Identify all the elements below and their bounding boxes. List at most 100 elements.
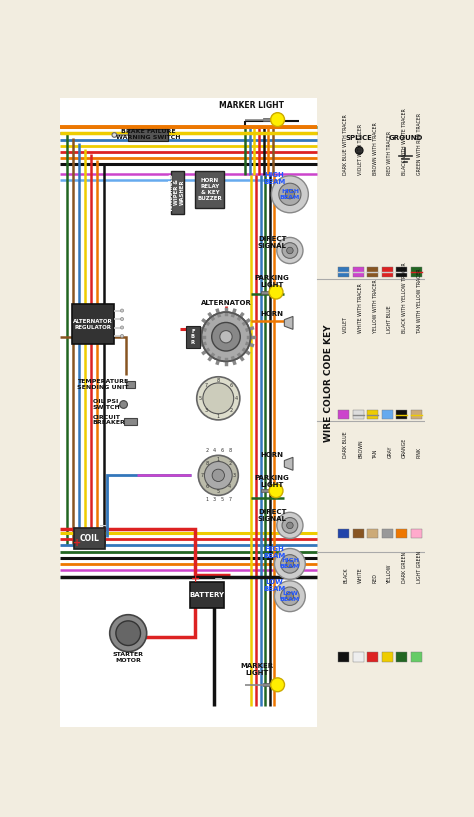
Bar xyxy=(411,267,422,277)
Text: TAN: TAN xyxy=(373,449,378,458)
Text: −: − xyxy=(214,574,223,583)
Bar xyxy=(396,529,408,538)
Text: PARKING
LIGHT: PARKING LIGHT xyxy=(255,275,290,288)
Bar xyxy=(353,653,364,662)
Text: PINK: PINK xyxy=(417,448,421,458)
Bar xyxy=(263,683,271,686)
Bar xyxy=(382,653,393,662)
Circle shape xyxy=(197,377,240,420)
Bar xyxy=(411,410,422,419)
Text: CIRCUIT
BREAKER: CIRCUIT BREAKER xyxy=(93,414,126,426)
Text: LIGHT BLUE: LIGHT BLUE xyxy=(387,306,392,333)
Text: 1: 1 xyxy=(205,498,208,502)
Circle shape xyxy=(285,190,294,199)
Text: 4: 4 xyxy=(235,396,237,401)
Text: 2: 2 xyxy=(228,462,231,467)
Bar xyxy=(186,326,200,347)
Circle shape xyxy=(277,238,303,264)
Bar xyxy=(396,410,408,419)
Text: WINDSHIELD
WIPER &
WASHER: WINDSHIELD WIPER & WASHER xyxy=(168,173,185,211)
Bar xyxy=(382,267,393,277)
Circle shape xyxy=(282,243,298,258)
Text: RED WITH TRACER: RED WITH TRACER xyxy=(387,131,392,175)
Text: +: + xyxy=(73,538,82,548)
Text: 5: 5 xyxy=(217,489,220,494)
Text: 3: 3 xyxy=(204,408,207,413)
Text: HORN
RELAY
& KEY
BUZZER: HORN RELAY & KEY BUZZER xyxy=(198,178,222,201)
Bar xyxy=(195,172,225,208)
Text: YELLOW: YELLOW xyxy=(387,564,392,583)
Bar xyxy=(411,529,422,538)
Text: 2: 2 xyxy=(229,408,232,413)
Bar xyxy=(382,410,393,419)
Circle shape xyxy=(120,326,124,329)
Text: WIRE COLOR CODE KEY: WIRE COLOR CODE KEY xyxy=(324,324,333,442)
Text: VIOLET: VIOLET xyxy=(343,316,348,333)
Text: HORN: HORN xyxy=(261,310,283,317)
Bar xyxy=(338,267,349,277)
Text: ALTERNATOR: ALTERNATOR xyxy=(201,300,251,306)
Circle shape xyxy=(274,548,305,579)
Bar xyxy=(367,529,378,538)
Text: DIRECT
SIGNAL: DIRECT SIGNAL xyxy=(258,509,287,522)
Bar xyxy=(367,267,378,277)
Circle shape xyxy=(120,334,124,337)
Circle shape xyxy=(269,285,283,299)
Circle shape xyxy=(281,587,299,605)
Text: WARNING SWITCH: WARNING SWITCH xyxy=(116,135,181,140)
Text: GROUND: GROUND xyxy=(388,135,423,141)
Text: RED: RED xyxy=(373,574,378,583)
Text: HIGH
BEAM: HIGH BEAM xyxy=(280,559,300,569)
Text: 8: 8 xyxy=(217,378,220,383)
Text: 7: 7 xyxy=(201,473,204,478)
Bar xyxy=(353,410,364,419)
Circle shape xyxy=(198,455,238,495)
Circle shape xyxy=(281,555,299,574)
Circle shape xyxy=(356,146,363,154)
Circle shape xyxy=(277,512,303,538)
Circle shape xyxy=(287,248,293,254)
Circle shape xyxy=(274,581,305,612)
Bar xyxy=(396,267,408,277)
Text: F: F xyxy=(191,329,195,334)
Text: YELLOW WITH TRACER: YELLOW WITH TRACER xyxy=(373,279,378,333)
Bar xyxy=(367,653,378,662)
Circle shape xyxy=(120,309,124,312)
Bar xyxy=(338,653,349,662)
Text: +: + xyxy=(191,574,200,583)
Text: HIGH
BEAM: HIGH BEAM xyxy=(264,172,286,185)
Text: LIGHT GREEN: LIGHT GREEN xyxy=(417,551,421,583)
Text: 1: 1 xyxy=(217,413,220,418)
Text: DIRECT
SIGNAL: DIRECT SIGNAL xyxy=(258,236,287,249)
Bar xyxy=(367,410,378,419)
Bar xyxy=(338,529,349,538)
Text: LOW
BEAM: LOW BEAM xyxy=(264,579,286,592)
Text: 5: 5 xyxy=(199,396,202,401)
Circle shape xyxy=(212,469,225,481)
Polygon shape xyxy=(284,316,293,329)
Circle shape xyxy=(120,318,124,320)
Text: STARTER
MOTOR: STARTER MOTOR xyxy=(113,653,144,663)
Circle shape xyxy=(269,484,283,498)
Bar xyxy=(126,382,135,387)
Bar xyxy=(124,417,137,425)
Circle shape xyxy=(286,560,294,568)
Bar xyxy=(317,98,425,727)
Text: BRAKE FAILURE: BRAKE FAILURE xyxy=(121,129,175,135)
Circle shape xyxy=(287,522,293,529)
Circle shape xyxy=(109,614,146,652)
Bar xyxy=(382,529,393,538)
Text: BLACK: BLACK xyxy=(343,568,348,583)
Text: BATTERY: BATTERY xyxy=(189,592,224,598)
Text: SPLICE: SPLICE xyxy=(346,135,373,141)
Bar xyxy=(74,528,105,549)
Text: −: − xyxy=(99,520,107,530)
Text: 8: 8 xyxy=(205,462,209,467)
Bar xyxy=(171,172,183,213)
Text: B: B xyxy=(191,334,195,339)
Circle shape xyxy=(272,176,309,212)
Text: ALTERNATOR
REGULATOR: ALTERNATOR REGULATOR xyxy=(73,319,113,330)
Text: MARKER LIGHT: MARKER LIGHT xyxy=(219,101,284,110)
Bar xyxy=(411,653,422,662)
Circle shape xyxy=(112,132,117,137)
